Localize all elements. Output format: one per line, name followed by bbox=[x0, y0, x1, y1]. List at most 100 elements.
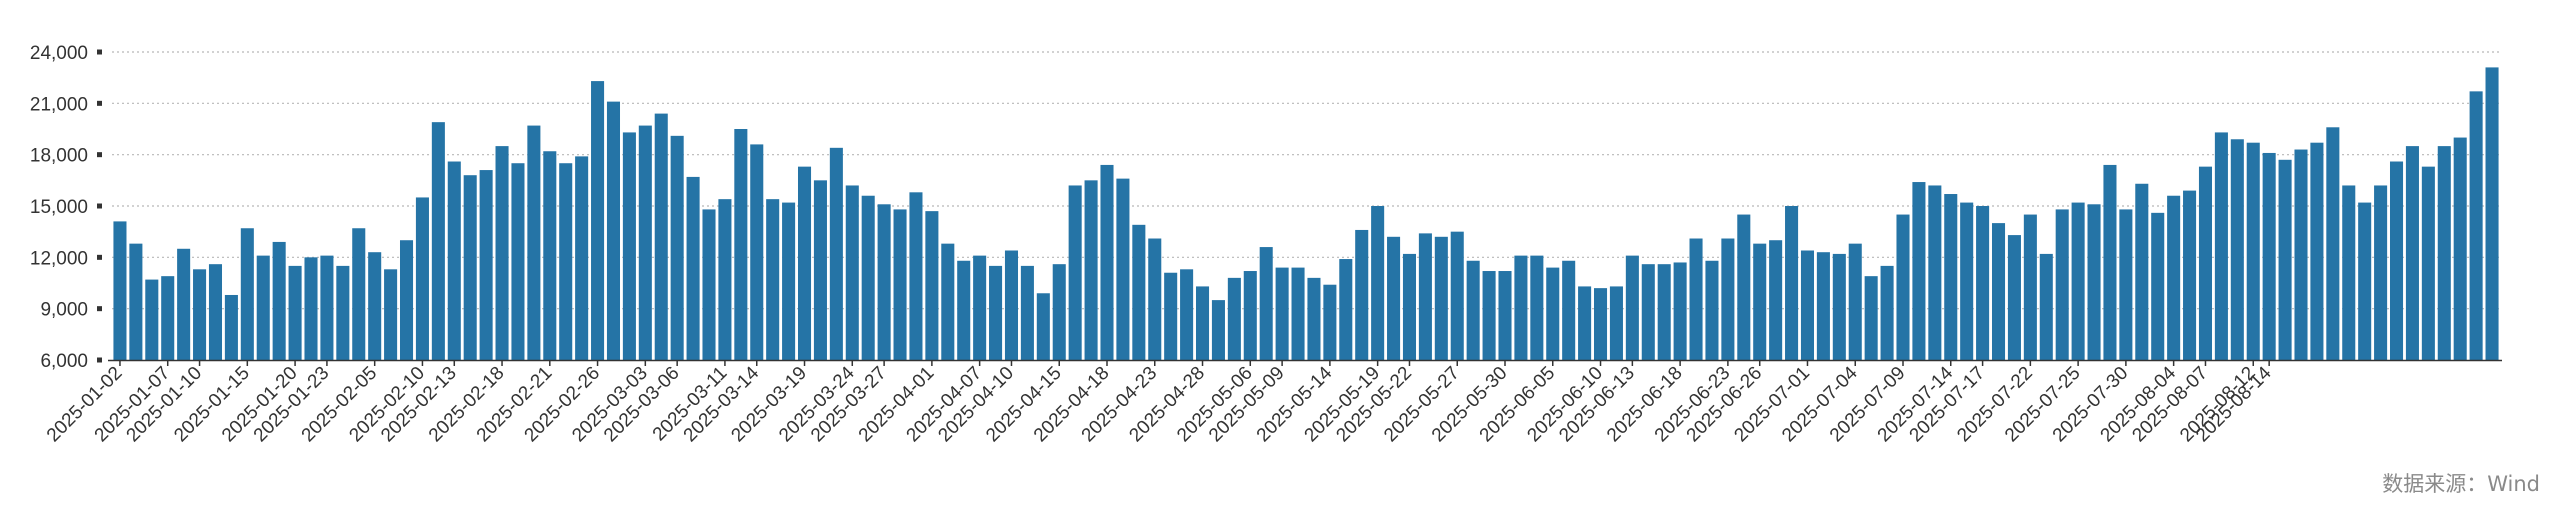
bar bbox=[177, 248, 191, 360]
y-tick-label: 24,000 bbox=[30, 43, 88, 64]
bar bbox=[415, 197, 429, 360]
bar bbox=[638, 125, 652, 360]
y-tick-mark bbox=[97, 357, 102, 363]
bar bbox=[2310, 142, 2324, 360]
bar bbox=[2183, 190, 2197, 360]
bar bbox=[1896, 214, 1910, 360]
bar bbox=[240, 228, 254, 360]
y-tick-label: 15,000 bbox=[30, 197, 88, 218]
bar bbox=[2246, 142, 2260, 360]
bar bbox=[622, 132, 636, 360]
bar bbox=[1020, 265, 1034, 360]
y-tick-mark bbox=[97, 152, 102, 158]
y-tick-mark bbox=[97, 254, 102, 260]
bar bbox=[591, 81, 605, 360]
bar bbox=[2055, 209, 2069, 360]
bar bbox=[336, 265, 350, 360]
y-tick-label: 18,000 bbox=[30, 146, 88, 167]
bar bbox=[1068, 185, 1082, 360]
bar bbox=[1705, 260, 1719, 360]
bar bbox=[1769, 240, 1783, 360]
bar bbox=[1148, 238, 1162, 360]
bar bbox=[1036, 293, 1050, 360]
bar bbox=[208, 264, 223, 360]
bar bbox=[925, 211, 939, 360]
bar bbox=[495, 146, 509, 360]
bar bbox=[2437, 146, 2451, 360]
bar bbox=[1195, 286, 1210, 360]
bar bbox=[1578, 286, 1592, 360]
bar bbox=[750, 144, 764, 360]
bar bbox=[1546, 267, 1560, 360]
bar bbox=[431, 122, 445, 361]
bar bbox=[813, 180, 827, 360]
bar bbox=[2453, 137, 2467, 360]
bar bbox=[2485, 67, 2499, 361]
bar bbox=[2421, 166, 2435, 360]
bar bbox=[1084, 180, 1098, 360]
bar bbox=[320, 255, 334, 360]
bar bbox=[1100, 164, 1114, 360]
bar bbox=[1800, 250, 1815, 360]
bar bbox=[734, 129, 748, 360]
gridlines bbox=[112, 51, 2500, 310]
y-tick-label: 12,000 bbox=[30, 248, 88, 269]
bar bbox=[1944, 194, 1958, 360]
bar bbox=[2278, 159, 2292, 360]
bar bbox=[1514, 255, 1528, 360]
bar bbox=[877, 204, 891, 360]
bar bbox=[288, 265, 302, 360]
bar bbox=[1785, 206, 1799, 360]
bar bbox=[845, 185, 859, 360]
bar bbox=[1816, 252, 1830, 360]
bar bbox=[1593, 288, 1608, 360]
bar bbox=[2087, 204, 2101, 360]
bar bbox=[829, 147, 843, 360]
y-tick-mark bbox=[97, 100, 102, 106]
bar bbox=[1832, 253, 1846, 360]
bar bbox=[1625, 255, 1639, 360]
bar bbox=[2389, 161, 2404, 360]
bar bbox=[1355, 229, 1369, 360]
bar bbox=[272, 241, 286, 360]
bar bbox=[957, 260, 971, 360]
bar bbox=[654, 113, 668, 360]
bar bbox=[1466, 260, 1480, 360]
bar bbox=[352, 228, 366, 360]
bar bbox=[543, 151, 557, 360]
bar bbox=[1960, 202, 1974, 360]
bar bbox=[145, 279, 159, 360]
bar bbox=[1132, 224, 1146, 360]
bar bbox=[1641, 264, 1655, 360]
bar bbox=[2405, 146, 2419, 360]
bar bbox=[1243, 271, 1257, 360]
bar bbox=[797, 166, 812, 360]
bar bbox=[2262, 152, 2276, 360]
bar bbox=[766, 199, 780, 360]
bar bbox=[1052, 264, 1066, 360]
bar bbox=[702, 209, 716, 360]
bar bbox=[1004, 250, 1019, 360]
bar bbox=[861, 195, 875, 360]
bar bbox=[559, 163, 573, 360]
bar bbox=[368, 252, 382, 360]
bar bbox=[161, 276, 175, 360]
bar bbox=[2151, 212, 2165, 360]
bar bbox=[463, 175, 477, 360]
bar bbox=[1275, 267, 1289, 360]
bar bbox=[941, 243, 955, 360]
bar bbox=[2023, 214, 2037, 360]
bar bbox=[2469, 91, 2483, 360]
bar bbox=[2342, 185, 2356, 360]
bar bbox=[2230, 139, 2244, 360]
bar bbox=[2135, 183, 2149, 360]
y-tick-mark bbox=[97, 203, 102, 209]
bar bbox=[113, 221, 127, 360]
bar bbox=[2007, 235, 2021, 360]
bar bbox=[1912, 182, 1926, 360]
bar bbox=[2167, 195, 2181, 360]
y-tick-mark bbox=[97, 306, 102, 312]
bar bbox=[1164, 272, 1178, 360]
bar bbox=[2326, 127, 2340, 361]
